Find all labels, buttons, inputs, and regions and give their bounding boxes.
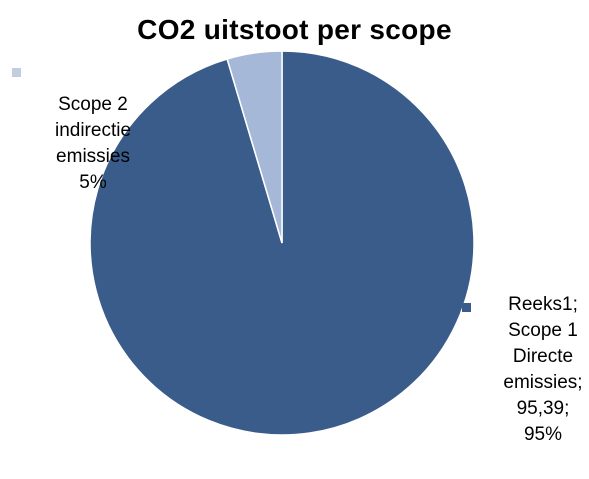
pie-slice-scope-2: [226, 50, 283, 244]
chart-title: CO2 uitstoot per scope: [137, 14, 452, 45]
legend-key-scope-1: [462, 303, 471, 312]
data-label-scope-1: Reeks1; Scope 1 Directe emissies; 95,39;…: [503, 294, 583, 445]
legend-key-scope-2: [12, 68, 21, 77]
data-label-scope-2: Scope 2 indirectie emissies 5%: [54, 94, 132, 193]
